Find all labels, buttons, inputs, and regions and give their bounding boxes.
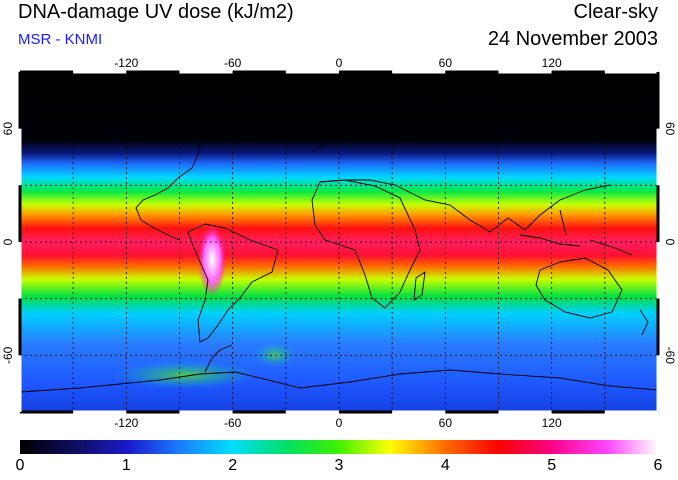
coastline-southeast-asia	[519, 209, 633, 256]
lon-tick-label-bottom: 60	[439, 416, 453, 430]
lon-tick-label-top: -60	[224, 56, 242, 70]
coastline-new-zealand	[639, 309, 649, 336]
coastline-greenland	[254, 81, 306, 121]
lat-tick-label-right: 60	[663, 122, 677, 136]
colorbar-tick-label: 6	[653, 457, 663, 474]
coastline-north-america	[21, 87, 201, 241]
map-title: DNA-damage UV dose (kJ/m2)	[18, 1, 294, 23]
coastline-eurasia	[311, 107, 658, 233]
lat-tick-label-left: 60	[1, 122, 15, 136]
colorbar	[20, 440, 658, 454]
lat-tick-label-left: -60	[1, 346, 15, 364]
left-lat-labels: 60 0 -60	[1, 122, 15, 364]
colorbar-tick-label: 5	[547, 457, 557, 474]
coastline-australia	[535, 257, 623, 319]
coastlines	[20, 81, 658, 393]
map-date: 24 November 2003	[487, 28, 658, 50]
lat-tick-label-right: -60	[663, 347, 677, 365]
coastline-antarctica	[20, 369, 658, 393]
colorbar-tick-label: 3	[334, 457, 344, 474]
top-lon-labels: -120 -60 0 60 120	[114, 56, 562, 70]
colorbar-tick-label: 1	[121, 457, 131, 474]
lon-tick-label-bottom: -120	[114, 416, 138, 430]
lon-tick-label-top: 60	[439, 56, 453, 70]
coastline-south-america	[187, 223, 279, 343]
colorbar-tick-label: 2	[228, 457, 238, 474]
bottom-lon-labels: -120 -60 0 60 120	[114, 416, 562, 430]
colorbar-tick-label: 0	[15, 457, 25, 474]
graticule	[20, 72, 658, 412]
lon-tick-label-top: -120	[114, 56, 138, 70]
lon-tick-label-bottom: 120	[542, 416, 562, 430]
lon-tick-label-bottom: -60	[224, 416, 242, 430]
lon-tick-label-top: 120	[542, 56, 562, 70]
andes-high-dose	[198, 224, 226, 296]
lon-tick-label-top: 0	[336, 56, 343, 70]
lat-tick-label-left: 0	[1, 238, 15, 245]
sky-condition: Clear-sky	[573, 1, 658, 23]
lat-tick-label-right: 0	[663, 239, 677, 246]
right-lat-labels: 60 0 -60	[663, 122, 677, 364]
map-source: MSR - KNMI	[18, 31, 103, 48]
coastline-antarctic-peninsula	[204, 344, 233, 373]
coastline-madagascar	[413, 271, 426, 301]
colorbar-tick-label: 4	[440, 457, 450, 474]
lon-tick-label-bottom: 0	[336, 416, 343, 430]
antarctic-high-dose	[115, 361, 255, 389]
coastline-africa	[311, 179, 421, 309]
frame-ticks	[18, 70, 660, 414]
